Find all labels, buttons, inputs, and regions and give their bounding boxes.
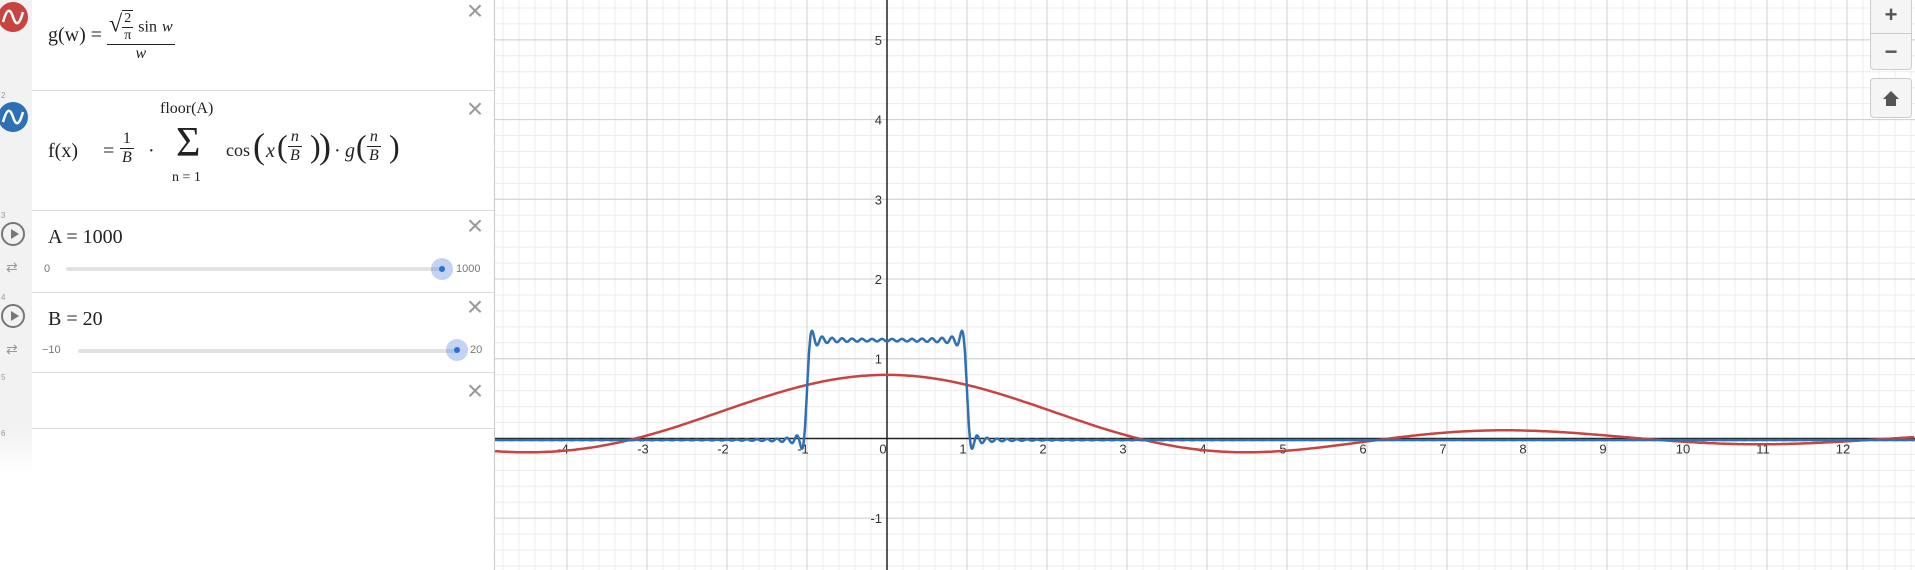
slider-a-track[interactable] <box>66 267 442 271</box>
cos-x: x <box>266 140 275 162</box>
slider-b-max[interactable]: 20 <box>470 344 483 356</box>
expression-gutter: 5 <box>0 372 32 428</box>
expression-list: × g(w) = √ 2 π sin w w 2 × f(x) = <box>0 0 495 570</box>
x-tick-label: 0 <box>879 441 886 456</box>
slider-a-max[interactable]: 1000 <box>456 263 481 275</box>
expression-index: 6 <box>1 429 6 438</box>
x-tick-label: 6 <box>1359 441 1366 456</box>
expression-gutter <box>0 0 32 90</box>
delete-expression-icon[interactable]: × <box>466 0 484 26</box>
expression-index: 3 <box>1 211 6 220</box>
delete-expression-icon[interactable]: × <box>466 291 484 322</box>
slider-a-thumb[interactable] <box>431 258 453 280</box>
x-tick-label: -3 <box>637 441 649 456</box>
expression-index: 4 <box>1 293 6 302</box>
g-lhs: g(w) <box>48 24 86 47</box>
home-button[interactable] <box>1870 78 1912 118</box>
expression-gutter: 6 <box>0 428 32 476</box>
slider-b-min[interactable]: −10 <box>42 344 61 356</box>
zoom-in-button[interactable]: + <box>1884 2 1898 27</box>
x-tick-label: 12 <box>1836 441 1850 456</box>
loop-icon[interactable]: ⇄ <box>6 341 18 357</box>
x-tick-label: -4 <box>557 441 569 456</box>
expression-index: 2 <box>1 91 6 100</box>
expression-gutter: 4 ⇄ <box>0 292 32 372</box>
slider-a-min[interactable]: 0 <box>44 263 51 275</box>
y-tick-label: 2 <box>875 272 882 287</box>
x-tick-label: 7 <box>1439 441 1446 456</box>
delete-expression-icon[interactable]: × <box>466 93 484 124</box>
sum-lower: n = 1 <box>172 170 201 185</box>
slider-b-label[interactable]: B = 20 <box>48 308 103 330</box>
expression-row-new[interactable]: 6 <box>0 428 494 476</box>
f-lhs: f(x) <box>48 140 78 162</box>
expression-row-1[interactable]: × g(w) = √ 2 π sin w w <box>0 0 494 91</box>
x-tick-label: 9 <box>1599 441 1606 456</box>
series-f-curve <box>495 329 1915 451</box>
expression-gutter: 3 ⇄ <box>0 210 32 292</box>
sqrt-num: 2 <box>122 11 134 28</box>
zoom-controls: + − <box>1870 0 1912 70</box>
x-tick-label: 1 <box>959 441 966 456</box>
x-tick-label: 3 <box>1119 441 1126 456</box>
graph-color-icon[interactable] <box>0 102 28 132</box>
n-over-B: n B <box>288 128 302 164</box>
slider-b-track[interactable] <box>78 349 458 353</box>
home-icon <box>1883 91 1899 106</box>
graph-color-icon[interactable] <box>0 2 28 32</box>
sum-sigma: Σ <box>176 120 201 166</box>
y-tick-label: -1 <box>870 511 882 526</box>
expression-gutter: 2 <box>0 90 32 210</box>
delete-expression-icon[interactable]: × <box>466 375 484 406</box>
sqrt-den: π <box>124 28 132 43</box>
zoom-out-button[interactable]: − <box>1871 33 1911 70</box>
y-tick-label: 4 <box>875 113 882 128</box>
g-call: g <box>345 140 355 162</box>
f-coefficient: 1 B <box>120 130 134 166</box>
x-tick-label: -2 <box>717 441 729 456</box>
g-fraction: √ 2 π sin w w <box>107 10 175 62</box>
x-tick-label: 2 <box>1039 441 1046 456</box>
x-tick-label: 8 <box>1519 441 1526 456</box>
y-tick-label: 3 <box>875 192 882 207</box>
y-tick-label: 1 <box>875 352 882 367</box>
delete-expression-icon[interactable]: × <box>466 210 484 241</box>
expression-g-formula[interactable]: g(w) = √ 2 π sin w w <box>48 10 175 62</box>
y-tick-label: 5 <box>875 33 882 48</box>
expression-row-2[interactable]: 2 × f(x) = 1 B · floor(A) Σ n = 1 cos ( … <box>0 90 494 211</box>
n-over-B-2: n B <box>367 128 381 164</box>
cos-fn: cos <box>226 140 250 160</box>
slider-b-thumb[interactable] <box>446 339 468 361</box>
expression-row-slider-b[interactable]: 4 ⇄ × B = 20 −10 20 <box>0 292 494 373</box>
sum-upper: floor(A) <box>160 100 214 117</box>
expression-index: 5 <box>1 373 6 382</box>
x-tick-label: 5 <box>1279 441 1286 456</box>
loop-icon[interactable]: ⇄ <box>6 259 18 275</box>
sin-arg: w <box>161 18 173 36</box>
expression-row-slider-a[interactable]: 3 ⇄ × A = 1000 0 1000 <box>0 210 494 293</box>
expression-row-empty[interactable]: 5 × <box>0 372 494 429</box>
slider-a-label[interactable]: A = 1000 <box>48 226 123 248</box>
sin-fn: sin <box>138 18 157 36</box>
play-icon[interactable] <box>1 304 25 328</box>
series-g-curve <box>495 373 1915 454</box>
g-den: w <box>135 45 147 62</box>
x-tick-label: 10 <box>1676 441 1690 456</box>
play-icon[interactable] <box>1 222 25 246</box>
expression-f-formula[interactable]: f(x) = 1 B · floor(A) Σ n = 1 cos ( x ( … <box>48 100 400 185</box>
